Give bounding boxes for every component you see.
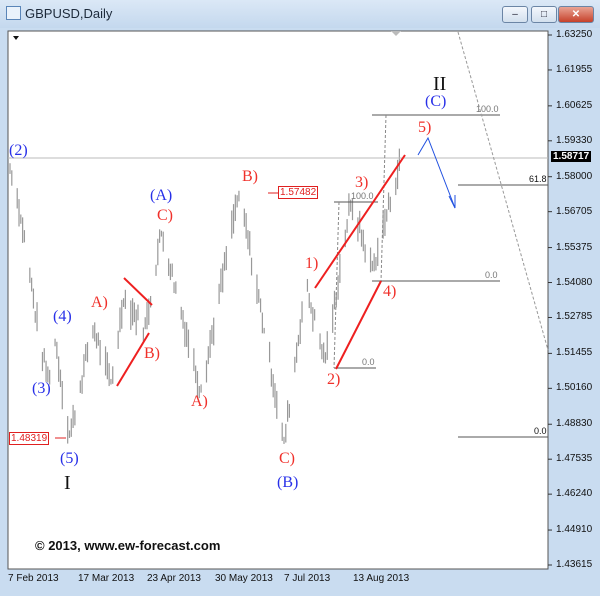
y-tick-label: 1.55375 [556, 241, 593, 253]
minimize-button[interactable]: – [502, 6, 528, 23]
x-tick-label: 7 Jul 2013 [284, 573, 331, 584]
shift-marker-icon[interactable] [391, 31, 401, 36]
fib-dash [333, 201, 340, 369]
y-tick-label: 1.59330 [556, 134, 593, 146]
title-bar: GBPUSD,Daily – □ ✕ [0, 0, 600, 28]
x-tick-label: 7 Feb 2013 [8, 573, 59, 584]
triangle-line-upper [123, 277, 153, 306]
y-tick-label: 1.52785 [556, 311, 593, 323]
restore-button[interactable]: □ [531, 6, 557, 23]
y-tick-label: 1.61955 [556, 63, 593, 75]
wave-label: (4) [53, 308, 72, 325]
y-tick-label: 1.60625 [556, 99, 593, 111]
wave-label: B) [242, 168, 258, 185]
fib-label: 0.0 [485, 270, 498, 280]
wave-label: (5) [60, 450, 79, 467]
wave-label: (3) [32, 380, 51, 397]
wave-label: C) [157, 207, 173, 224]
wave-label: (A) [150, 187, 173, 204]
current-price-label: 1.58717 [551, 151, 592, 162]
wave-label: (B) [277, 474, 299, 491]
chart-window-icon [6, 6, 21, 20]
trendline-lower [335, 280, 382, 370]
wave-label-degree: II [433, 73, 447, 95]
plot-area [7, 30, 549, 570]
wave-label: C) [279, 450, 295, 467]
fib-label: 61.8 [529, 174, 547, 184]
projection-arrow [417, 136, 456, 209]
price-bars [9, 148, 400, 444]
close-button[interactable]: ✕ [558, 6, 594, 23]
y-tick-label: 1.54080 [556, 276, 593, 288]
price-box-low: 1.48319 [9, 432, 50, 445]
y-tick-label: 1.58000 [556, 170, 593, 182]
triangle-line-lower [116, 332, 150, 387]
y-tick-label: 1.51455 [556, 347, 593, 359]
trendline-upper [314, 154, 406, 289]
y-tick-label: 1.50160 [556, 382, 593, 394]
y-tick-label: 1.46240 [556, 488, 593, 500]
window-title: GBPUSD,Daily [25, 6, 113, 21]
fib-label: 0.0 [534, 426, 547, 436]
x-tick-label: 23 Apr 2013 [147, 573, 201, 584]
fib-dash [380, 114, 387, 282]
wave-label: A) [191, 393, 208, 410]
wave-label: A) [91, 294, 108, 311]
wave-label: 4) [383, 283, 397, 300]
y-tick-label: 1.63250 [556, 29, 593, 40]
wave-label: 2) [327, 371, 341, 388]
y-tick-label: 1.44910 [556, 524, 593, 536]
wave-label: 1) [305, 255, 319, 272]
watermark: © 2013, www.ew-forecast.com [35, 538, 221, 553]
fib-label: 100.0 [351, 191, 374, 201]
fib-dash-long [457, 31, 549, 351]
price-box-high: 1.57482 [278, 186, 319, 199]
fib-label: 100.0 [476, 104, 499, 114]
arrow-head-icon [448, 195, 456, 209]
scroll-marker-icon[interactable] [13, 36, 19, 40]
y-tick-label: 1.47535 [556, 453, 593, 465]
wave-label: (2) [9, 142, 28, 159]
y-tick-label: 1.43615 [556, 559, 593, 570]
fib-label: 0.0 [362, 357, 375, 367]
y-tick-label: 1.56705 [556, 205, 593, 217]
wave-label: B) [144, 345, 160, 362]
wave-label: (C) [425, 93, 447, 110]
x-tick-label: 13 Aug 2013 [353, 573, 410, 584]
x-tick-label: 17 Mar 2013 [78, 573, 135, 584]
wave-label-degree: I [64, 472, 71, 494]
wave-label: 3) [355, 174, 369, 191]
x-tick-label: 30 May 2013 [215, 573, 273, 584]
wave-label: 5) [418, 119, 432, 136]
y-tick-label: 1.48830 [556, 418, 593, 430]
